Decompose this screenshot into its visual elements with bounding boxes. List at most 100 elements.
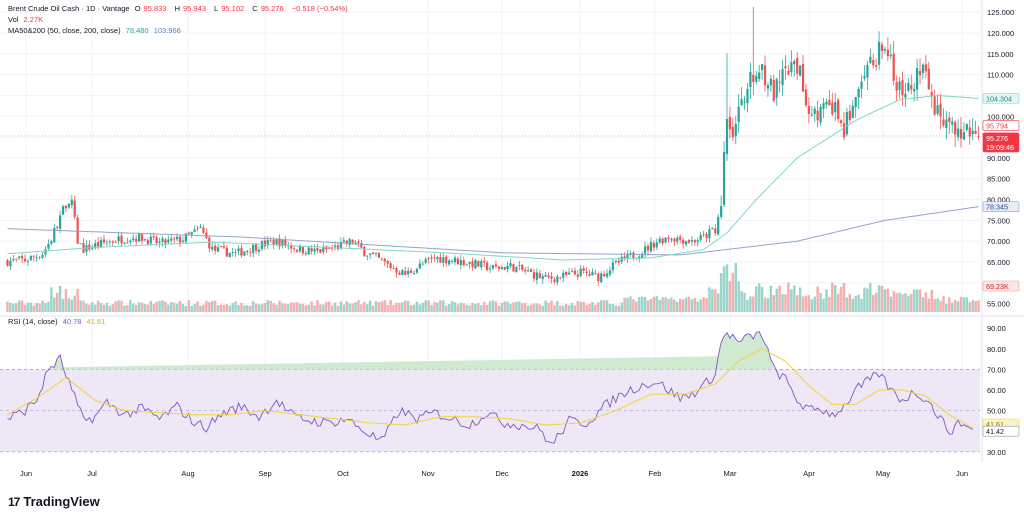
volume-bar bbox=[58, 285, 62, 312]
volume-bar bbox=[816, 286, 819, 312]
candle-body bbox=[374, 253, 378, 255]
candles[interactable] bbox=[6, 6, 980, 286]
volume-bar bbox=[240, 302, 243, 312]
volume-bar bbox=[752, 296, 755, 312]
candle-body bbox=[23, 258, 27, 262]
candle-body bbox=[535, 272, 538, 280]
volume-bar bbox=[330, 305, 334, 312]
candle-body bbox=[331, 247, 334, 249]
volume-bar bbox=[462, 303, 465, 312]
volume-bar bbox=[933, 299, 936, 312]
candle-body bbox=[427, 257, 430, 259]
rsi-legend[interactable]: RSI (14, close) 40.78 41.61 bbox=[8, 317, 108, 327]
volume-bar bbox=[918, 289, 922, 312]
volume-bar bbox=[289, 302, 293, 312]
volume-bar bbox=[406, 300, 410, 312]
volume-bar bbox=[55, 292, 59, 312]
volume-bar bbox=[108, 305, 112, 312]
volume-bar bbox=[444, 305, 448, 312]
candle-body bbox=[310, 248, 313, 252]
volume-bar bbox=[813, 296, 816, 312]
time-axis[interactable]: Jun Jul Aug Sep Oct Nov Dec 2026 Feb Mar Apr May Jun bbox=[20, 469, 968, 478]
symbol-name: Brent Crude Oil Cash · 1D · Vantage bbox=[8, 4, 130, 13]
candle-body bbox=[684, 241, 688, 245]
volume-bar bbox=[412, 304, 416, 312]
volume-bar bbox=[371, 305, 375, 312]
candle-body bbox=[787, 70, 790, 75]
volume-bar bbox=[53, 297, 56, 312]
candle-body bbox=[6, 260, 9, 266]
candle-body bbox=[965, 124, 968, 130]
volume-bar bbox=[927, 298, 931, 312]
volume-bar bbox=[298, 303, 302, 312]
candle-body bbox=[755, 75, 758, 82]
candle-body bbox=[667, 237, 670, 240]
volume-bar bbox=[968, 302, 971, 312]
candle-body bbox=[837, 99, 840, 119]
candle-body bbox=[752, 74, 755, 83]
candle-body bbox=[108, 241, 111, 243]
candle-body bbox=[199, 226, 202, 228]
candle-body bbox=[494, 264, 498, 267]
volume-bar bbox=[725, 264, 729, 312]
candle-body bbox=[807, 105, 811, 114]
candle-body bbox=[263, 240, 266, 247]
candle-body bbox=[383, 258, 386, 262]
price-label-ref: 95.794 bbox=[986, 121, 1008, 130]
volume-bar bbox=[269, 300, 272, 312]
tradingview-logo[interactable]: 17 TradingView bbox=[8, 494, 100, 509]
volume-legend[interactable]: Vol 2.27K bbox=[8, 15, 46, 25]
volume-bar bbox=[9, 302, 12, 312]
volume-bar bbox=[99, 303, 103, 312]
symbol-legend[interactable]: Brent Crude Oil Cash · 1D · Vantage O 95.… bbox=[8, 4, 351, 14]
volume-bar bbox=[82, 300, 85, 312]
volume-bar bbox=[140, 302, 144, 312]
candle-body bbox=[521, 264, 524, 270]
price-axis[interactable]: 55.00060.00065.00070.00075.00080.00085.0… bbox=[987, 8, 1014, 309]
time-tick-label: Mar bbox=[724, 469, 737, 478]
candle-body bbox=[269, 240, 272, 242]
volume-bar bbox=[254, 303, 258, 312]
volume-bar bbox=[614, 305, 618, 312]
candle-body bbox=[819, 106, 822, 123]
volume-bar bbox=[453, 302, 457, 312]
candle-body bbox=[655, 242, 658, 248]
volume-bar bbox=[26, 302, 30, 312]
volume-bar bbox=[430, 304, 433, 312]
volume-bar bbox=[667, 298, 670, 312]
ma-legend[interactable]: MA50&200 (50, close, 200, close) 78.480 … bbox=[8, 26, 184, 36]
volume-bar bbox=[114, 301, 117, 312]
volume-bar bbox=[216, 305, 220, 312]
candle-body bbox=[567, 272, 571, 275]
volume-bar bbox=[395, 302, 398, 312]
volume-bar bbox=[488, 301, 492, 312]
candle-body bbox=[772, 79, 775, 101]
candle-body bbox=[898, 81, 901, 90]
candle-body bbox=[126, 242, 129, 244]
price-tick-label: 90.000 bbox=[987, 154, 1010, 163]
price-label-ma200: 78.345 bbox=[986, 203, 1008, 212]
volume-bar bbox=[187, 300, 191, 312]
candle-body bbox=[597, 273, 600, 281]
candle-body bbox=[781, 69, 784, 86]
volume-bar bbox=[722, 266, 726, 312]
volume-bar bbox=[833, 285, 837, 312]
candle-body bbox=[725, 119, 729, 154]
candle-body bbox=[892, 53, 895, 81]
volume-bar bbox=[570, 302, 574, 312]
candle-body bbox=[959, 128, 963, 139]
candle-body bbox=[292, 248, 296, 250]
candle-body bbox=[38, 257, 41, 259]
volume-bar bbox=[132, 303, 135, 312]
volume-bar bbox=[795, 295, 799, 312]
ma-label: MA50&200 (50, close, 200, close) bbox=[8, 26, 121, 35]
volume-bar bbox=[61, 298, 65, 312]
volume-bar bbox=[629, 296, 632, 312]
volume-bar bbox=[678, 299, 682, 312]
candle-body bbox=[529, 269, 533, 272]
candle-body bbox=[254, 243, 258, 251]
volume-bar bbox=[73, 295, 76, 312]
volume-bar bbox=[35, 302, 38, 312]
